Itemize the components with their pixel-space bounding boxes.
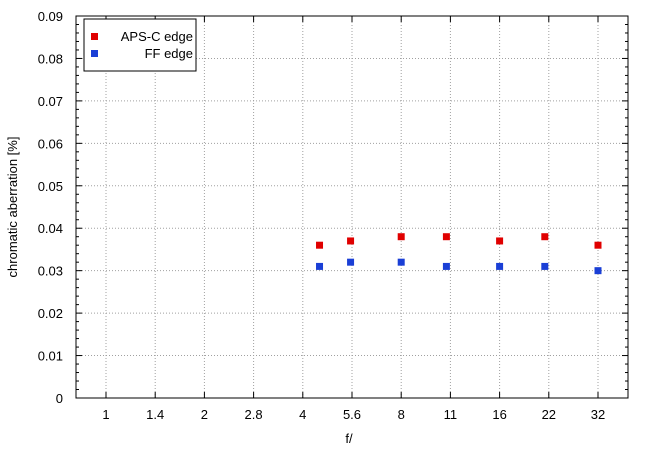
x-tick-label: 32 [591, 407, 605, 422]
data-point-ff [442, 262, 450, 270]
y-tick-label: 0.02 [38, 306, 63, 321]
x-tick-label: 1 [102, 407, 109, 422]
legend-box [83, 18, 197, 72]
y-tick-label: 0.09 [38, 9, 63, 24]
x-tick-label: 1.4 [146, 407, 164, 422]
x-tick-label: 2 [201, 407, 208, 422]
data-point-ff [594, 267, 602, 275]
x-axis-title: f/ [345, 431, 353, 446]
y-tick-label: 0.01 [38, 349, 63, 364]
data-point-aps-c [397, 233, 405, 241]
data-point-aps-c [594, 241, 602, 249]
y-tick-label: 0.03 [38, 264, 63, 279]
legend-label-aps-c: APS-C edge [121, 29, 193, 44]
data-point-aps-c [496, 237, 504, 245]
y-tick-label: 0.04 [38, 221, 63, 236]
legend: APS-C edge FF edge [83, 18, 197, 72]
legend-marker-aps-c [91, 33, 98, 40]
grid-lines [76, 16, 628, 398]
y-axis-title: chromatic aberration [%] [5, 137, 20, 278]
x-tick-label: 16 [492, 407, 506, 422]
data-point-aps-c [442, 233, 450, 241]
data-point-ff [541, 262, 549, 270]
x-tick-label: 11 [444, 407, 458, 422]
x-tick-label: 22 [542, 407, 556, 422]
data-point-ff [397, 258, 405, 266]
data-point-ff [496, 262, 504, 270]
legend-marker-ff [91, 50, 98, 57]
x-tick-label: 2.8 [245, 407, 263, 422]
tick-marks [76, 15, 628, 399]
y-tick-label: 0.06 [38, 136, 63, 151]
tick-labels: 0 0.01 0.02 0.03 0.04 0.05 0.06 0.07 0.08 0.09 1 1.… [38, 9, 606, 422]
y-tick-label: 0 [56, 391, 63, 406]
y-tick-label: 0.08 [38, 51, 63, 66]
data-point-aps-c [541, 233, 549, 241]
x-tick-label: 4 [299, 407, 306, 422]
legend-label-ff: FF edge [145, 46, 193, 61]
y-tick-label: 0.05 [38, 179, 63, 194]
y-tick-label: 0.07 [38, 94, 63, 109]
data-point-aps-c [347, 237, 355, 245]
data-point-aps-c [316, 241, 324, 249]
x-tick-label: 8 [398, 407, 405, 422]
data-point-ff [347, 258, 355, 266]
data-point-ff [316, 262, 324, 270]
data-points [316, 233, 602, 275]
x-tick-label: 5.6 [343, 407, 361, 422]
